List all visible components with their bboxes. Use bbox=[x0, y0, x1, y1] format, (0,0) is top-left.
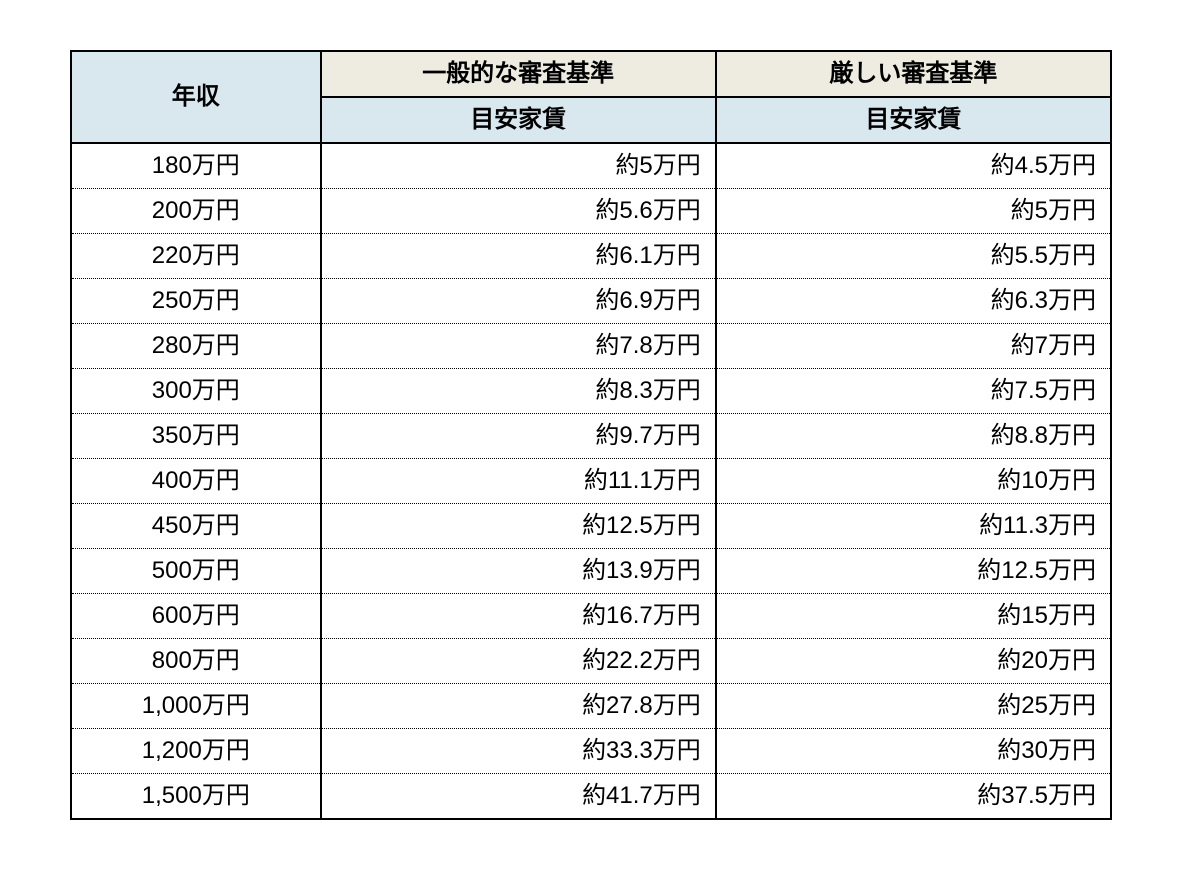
cell-strict-rent: 約7.5万円 bbox=[716, 369, 1111, 414]
table-row: 1,000万円約27.8万円約25万円 bbox=[71, 684, 1111, 729]
cell-income: 180万円 bbox=[71, 143, 321, 189]
cell-strict-rent: 約37.5万円 bbox=[716, 774, 1111, 820]
cell-income: 200万円 bbox=[71, 189, 321, 234]
cell-standard-rent: 約16.7万円 bbox=[321, 594, 716, 639]
cell-standard-rent: 約5万円 bbox=[321, 143, 716, 189]
table-row: 200万円約5.6万円約5万円 bbox=[71, 189, 1111, 234]
cell-strict-rent: 約10万円 bbox=[716, 459, 1111, 504]
cell-standard-rent: 約8.3万円 bbox=[321, 369, 716, 414]
cell-strict-rent: 約7万円 bbox=[716, 324, 1111, 369]
cell-standard-rent: 約12.5万円 bbox=[321, 504, 716, 549]
table-row: 1,500万円約41.7万円約37.5万円 bbox=[71, 774, 1111, 820]
cell-standard-rent: 約22.2万円 bbox=[321, 639, 716, 684]
cell-standard-rent: 約5.6万円 bbox=[321, 189, 716, 234]
col-header-income: 年収 bbox=[71, 51, 321, 143]
cell-income: 250万円 bbox=[71, 279, 321, 324]
table-row: 280万円約7.8万円約7万円 bbox=[71, 324, 1111, 369]
col-header-group-strict: 厳しい審査基準 bbox=[716, 51, 1111, 97]
cell-strict-rent: 約6.3万円 bbox=[716, 279, 1111, 324]
table-row: 180万円約5万円約4.5万円 bbox=[71, 143, 1111, 189]
cell-income: 600万円 bbox=[71, 594, 321, 639]
cell-strict-rent: 約20万円 bbox=[716, 639, 1111, 684]
cell-income: 1,000万円 bbox=[71, 684, 321, 729]
cell-strict-rent: 約25万円 bbox=[716, 684, 1111, 729]
cell-income: 300万円 bbox=[71, 369, 321, 414]
cell-income: 500万円 bbox=[71, 549, 321, 594]
cell-standard-rent: 約11.1万円 bbox=[321, 459, 716, 504]
cell-strict-rent: 約4.5万円 bbox=[716, 143, 1111, 189]
table-row: 250万円約6.9万円約6.3万円 bbox=[71, 279, 1111, 324]
cell-standard-rent: 約13.9万円 bbox=[321, 549, 716, 594]
col-header-group-standard: 一般的な審査基準 bbox=[321, 51, 716, 97]
cell-standard-rent: 約33.3万円 bbox=[321, 729, 716, 774]
table-row: 300万円約8.3万円約7.5万円 bbox=[71, 369, 1111, 414]
cell-strict-rent: 約12.5万円 bbox=[716, 549, 1111, 594]
col-subheader-strict: 目安家賃 bbox=[716, 97, 1111, 143]
cell-strict-rent: 約8.8万円 bbox=[716, 414, 1111, 459]
cell-income: 280万円 bbox=[71, 324, 321, 369]
cell-strict-rent: 約30万円 bbox=[716, 729, 1111, 774]
cell-strict-rent: 約11.3万円 bbox=[716, 504, 1111, 549]
cell-standard-rent: 約41.7万円 bbox=[321, 774, 716, 820]
cell-strict-rent: 約15万円 bbox=[716, 594, 1111, 639]
cell-income: 800万円 bbox=[71, 639, 321, 684]
cell-income: 220万円 bbox=[71, 234, 321, 279]
table-row: 600万円約16.7万円約15万円 bbox=[71, 594, 1111, 639]
cell-income: 1,500万円 bbox=[71, 774, 321, 820]
rent-affordability-table: 年収 一般的な審査基準 厳しい審査基準 目安家賃 目安家賃 180万円約5万円約… bbox=[70, 50, 1112, 820]
table-row: 220万円約6.1万円約5.5万円 bbox=[71, 234, 1111, 279]
cell-income: 400万円 bbox=[71, 459, 321, 504]
cell-standard-rent: 約6.1万円 bbox=[321, 234, 716, 279]
cell-standard-rent: 約9.7万円 bbox=[321, 414, 716, 459]
cell-standard-rent: 約6.9万円 bbox=[321, 279, 716, 324]
table-row: 500万円約13.9万円約12.5万円 bbox=[71, 549, 1111, 594]
table-body: 180万円約5万円約4.5万円200万円約5.6万円約5万円220万円約6.1万… bbox=[71, 143, 1111, 819]
table-row: 400万円約11.1万円約10万円 bbox=[71, 459, 1111, 504]
cell-strict-rent: 約5万円 bbox=[716, 189, 1111, 234]
cell-income: 1,200万円 bbox=[71, 729, 321, 774]
cell-strict-rent: 約5.5万円 bbox=[716, 234, 1111, 279]
table-row: 350万円約9.7万円約8.8万円 bbox=[71, 414, 1111, 459]
cell-income: 350万円 bbox=[71, 414, 321, 459]
col-subheader-standard: 目安家賃 bbox=[321, 97, 716, 143]
table-row: 800万円約22.2万円約20万円 bbox=[71, 639, 1111, 684]
table-row: 450万円約12.5万円約11.3万円 bbox=[71, 504, 1111, 549]
cell-standard-rent: 約27.8万円 bbox=[321, 684, 716, 729]
cell-standard-rent: 約7.8万円 bbox=[321, 324, 716, 369]
table-row: 1,200万円約33.3万円約30万円 bbox=[71, 729, 1111, 774]
cell-income: 450万円 bbox=[71, 504, 321, 549]
